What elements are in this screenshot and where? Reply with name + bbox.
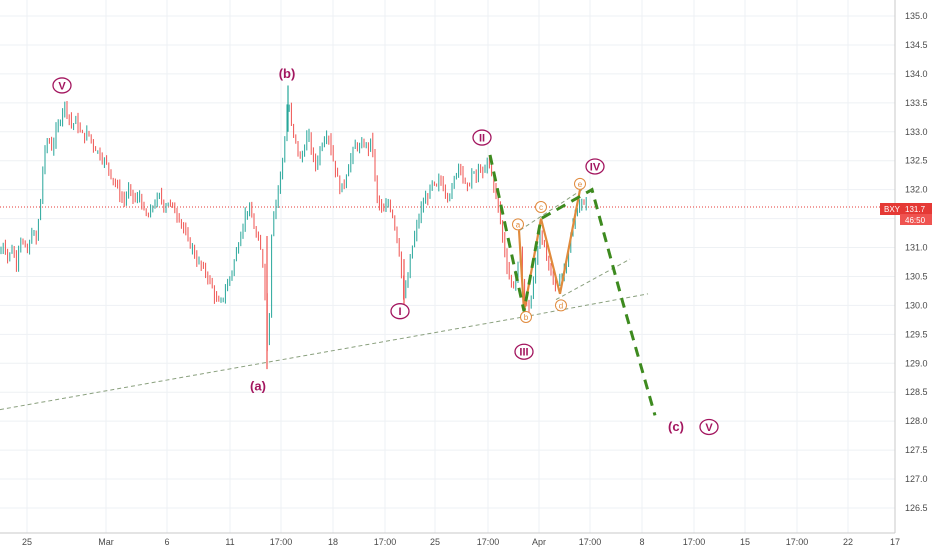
x-tick-label: 17:00	[270, 537, 293, 547]
sub-wave-circle	[512, 218, 524, 231]
sub-wave-circle	[555, 299, 567, 312]
x-tick-label: Apr	[532, 537, 546, 547]
x-tick-label: Mar	[98, 537, 114, 547]
x-tick-label: 18	[328, 537, 338, 547]
wave-label-circle	[585, 158, 605, 175]
trendline	[555, 258, 631, 301]
y-tick-label: 129.0	[905, 358, 928, 368]
trendline	[522, 293, 649, 318]
trendlines	[0, 189, 649, 411]
x-tick-label: 22	[843, 537, 853, 547]
y-tick-label: 131.0	[905, 243, 928, 253]
x-tick-label: 25	[430, 537, 440, 547]
x-tick-label: 17:00	[477, 537, 500, 547]
sub-wave-label: c	[539, 203, 543, 212]
y-tick-label: 134.5	[905, 40, 928, 50]
wave-label: IV	[590, 161, 601, 173]
x-tick-label: 17:00	[786, 537, 809, 547]
sub-wave-circle	[574, 177, 586, 190]
price-badges: BXY 131.7 46:50	[880, 203, 932, 225]
green-projection-path	[488, 154, 657, 416]
y-axis-bg	[895, 0, 932, 550]
sub-wave-label: e	[578, 180, 583, 189]
wave-label: V	[58, 80, 66, 92]
x-tick-label: 8	[639, 537, 644, 547]
y-tick-label: 134.0	[905, 69, 928, 79]
y-tick-label: 129.5	[905, 329, 928, 339]
y-tick-label: 132.0	[905, 185, 928, 195]
x-tick-label: 25	[22, 537, 32, 547]
y-axis: 126.5 127.0 127.5 128.0 128.5 129.0 129.5 130.0…	[894, 0, 932, 550]
sub-wave-label: a	[516, 220, 521, 229]
y-tick-label: 133.0	[905, 127, 928, 137]
x-tick-label: 17	[890, 537, 900, 547]
y-tick-label: 132.5	[905, 156, 928, 166]
wave-label: (a)	[250, 378, 266, 393]
y-tick-label: 128.0	[905, 416, 928, 426]
trendline	[0, 316, 524, 411]
sub-wave-circle	[535, 201, 547, 214]
x-tick-label: 17:00	[374, 537, 397, 547]
x-tick-label: 11	[225, 537, 234, 547]
y-tick-label: 126.5	[905, 503, 928, 513]
wave-label: III	[519, 347, 528, 359]
orange-wave-line	[517, 189, 582, 312]
wave-label-circle	[52, 77, 72, 94]
orange-wave-path	[517, 189, 582, 312]
sub-wave-label: b	[524, 313, 529, 322]
wave-label: (c)	[668, 419, 684, 434]
x-tick-label: 15	[740, 537, 750, 547]
price-bars	[0, 85, 587, 370]
y-tick-label: 128.5	[905, 387, 928, 397]
sub-wave-circle	[520, 310, 532, 323]
x-axis: 25 Mar 6 11 17:00 18 17:00 25 17:00 Apr 17:00 8 17:0…	[0, 532, 900, 547]
y-tick-label: 135.0	[905, 11, 928, 21]
y-tick-label: 127.5	[905, 445, 928, 455]
countdown-badge: 46:50	[905, 216, 926, 225]
y-tick-label: 127.0	[905, 474, 928, 484]
wave-label: (b)	[279, 66, 296, 81]
y-tick-label: 130.0	[905, 300, 928, 310]
green-projection-line	[488, 154, 657, 416]
x-tick-label: 17:00	[579, 537, 602, 547]
wave-label-circle	[514, 343, 534, 360]
symbol-badge-price: 131.7	[905, 205, 926, 214]
symbol-badge-bg	[880, 203, 932, 215]
x-tick-label: 6	[164, 537, 169, 547]
countdown-badge-bg	[900, 214, 932, 225]
y-tick-label: 130.5	[905, 271, 928, 281]
wave-label: II	[479, 133, 485, 145]
wave-label-circle	[390, 303, 410, 320]
wave-label: I	[398, 306, 401, 318]
wave-label: V	[705, 422, 713, 434]
symbol-badge-symbol: BXY	[884, 205, 901, 214]
y-tick-label: 133.5	[905, 98, 928, 108]
wave-label-circle	[472, 129, 492, 146]
trendline	[519, 189, 583, 231]
grid	[0, 0, 896, 533]
sub-wave-label: d	[559, 301, 563, 310]
wave-label-circle	[699, 418, 719, 436]
x-tick-label: 17:00	[683, 537, 706, 547]
